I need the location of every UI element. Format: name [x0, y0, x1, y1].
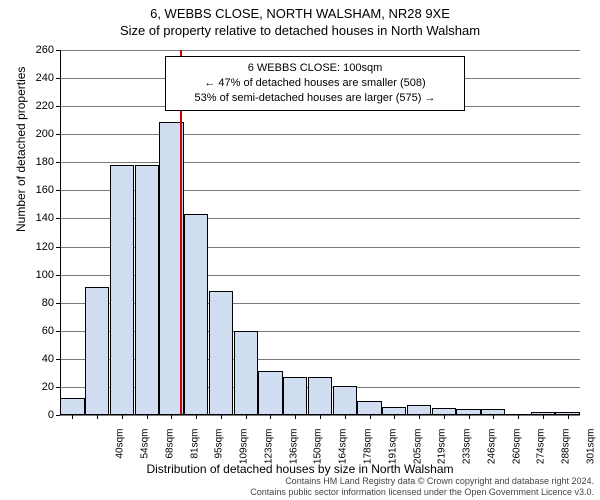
x-tick-mark [72, 415, 73, 419]
chart-title-subtitle: Size of property relative to detached ho… [0, 21, 600, 38]
info-box-line-2: ← 47% of detached houses are smaller (50… [174, 76, 456, 91]
x-tick-mark [518, 415, 519, 419]
histogram-bar [184, 214, 208, 415]
y-axis-line [60, 50, 61, 415]
histogram-bar [234, 331, 258, 415]
info-box-line-1: 6 WEBBS CLOSE: 100sqm [174, 61, 456, 76]
grid-line [60, 50, 580, 51]
x-tick-mark [568, 415, 569, 419]
chart-area: 02040608010012014016018020022024026040sq… [60, 50, 580, 415]
x-tick-mark [469, 415, 470, 419]
y-tick-label: 20 [24, 381, 54, 393]
y-tick-label: 0 [24, 409, 54, 421]
histogram-bar [308, 377, 332, 415]
y-tick-label: 240 [24, 72, 54, 84]
y-tick-label: 260 [24, 44, 54, 56]
histogram-bar [209, 291, 233, 415]
y-tick-label: 100 [24, 269, 54, 281]
x-tick-mark [444, 415, 445, 419]
y-tick-label: 60 [24, 325, 54, 337]
x-tick-mark [394, 415, 395, 419]
y-tick-label: 140 [24, 212, 54, 224]
y-tick-mark [56, 415, 60, 416]
x-tick-mark [493, 415, 494, 419]
x-tick-mark [221, 415, 222, 419]
histogram-bar [258, 371, 282, 415]
x-tick-mark [97, 415, 98, 419]
x-tick-mark [320, 415, 321, 419]
y-axis-label: Number of detached properties [14, 67, 28, 232]
footer-attribution: Contains HM Land Registry data © Crown c… [250, 476, 594, 498]
x-tick-mark [122, 415, 123, 419]
y-tick-label: 120 [24, 241, 54, 253]
y-tick-label: 80 [24, 297, 54, 309]
x-axis-line [60, 414, 580, 415]
chart-container: 6, WEBBS CLOSE, NORTH WALSHAM, NR28 9XE … [0, 0, 600, 500]
histogram-bar [85, 287, 109, 415]
grid-line [60, 134, 580, 135]
x-tick-mark [345, 415, 346, 419]
x-tick-mark [147, 415, 148, 419]
x-tick-mark [419, 415, 420, 419]
x-tick-mark [171, 415, 172, 419]
x-tick-mark [295, 415, 296, 419]
histogram-bar [110, 165, 134, 415]
histogram-bar [283, 377, 307, 415]
histogram-bar [357, 401, 381, 415]
grid-line [60, 162, 580, 163]
x-axis-label: Distribution of detached houses by size … [0, 462, 600, 476]
y-tick-label: 40 [24, 353, 54, 365]
info-box: 6 WEBBS CLOSE: 100sqm← 47% of detached h… [165, 56, 465, 111]
x-tick-mark [270, 415, 271, 419]
y-tick-label: 180 [24, 156, 54, 168]
footer-line-2: Contains public sector information licen… [250, 487, 594, 498]
x-tick-mark [370, 415, 371, 419]
plot-region: 02040608010012014016018020022024026040sq… [60, 50, 580, 415]
histogram-bar [333, 386, 357, 415]
x-tick-mark [246, 415, 247, 419]
x-tick-mark [196, 415, 197, 419]
info-box-line-3: 53% of semi-detached houses are larger (… [174, 91, 456, 106]
footer-line-1: Contains HM Land Registry data © Crown c… [250, 476, 594, 487]
histogram-bar [135, 165, 159, 415]
chart-title-address: 6, WEBBS CLOSE, NORTH WALSHAM, NR28 9XE [0, 0, 600, 21]
y-tick-label: 220 [24, 100, 54, 112]
y-tick-label: 160 [24, 184, 54, 196]
y-tick-label: 200 [24, 128, 54, 140]
histogram-bar [60, 398, 84, 415]
x-tick-mark [543, 415, 544, 419]
